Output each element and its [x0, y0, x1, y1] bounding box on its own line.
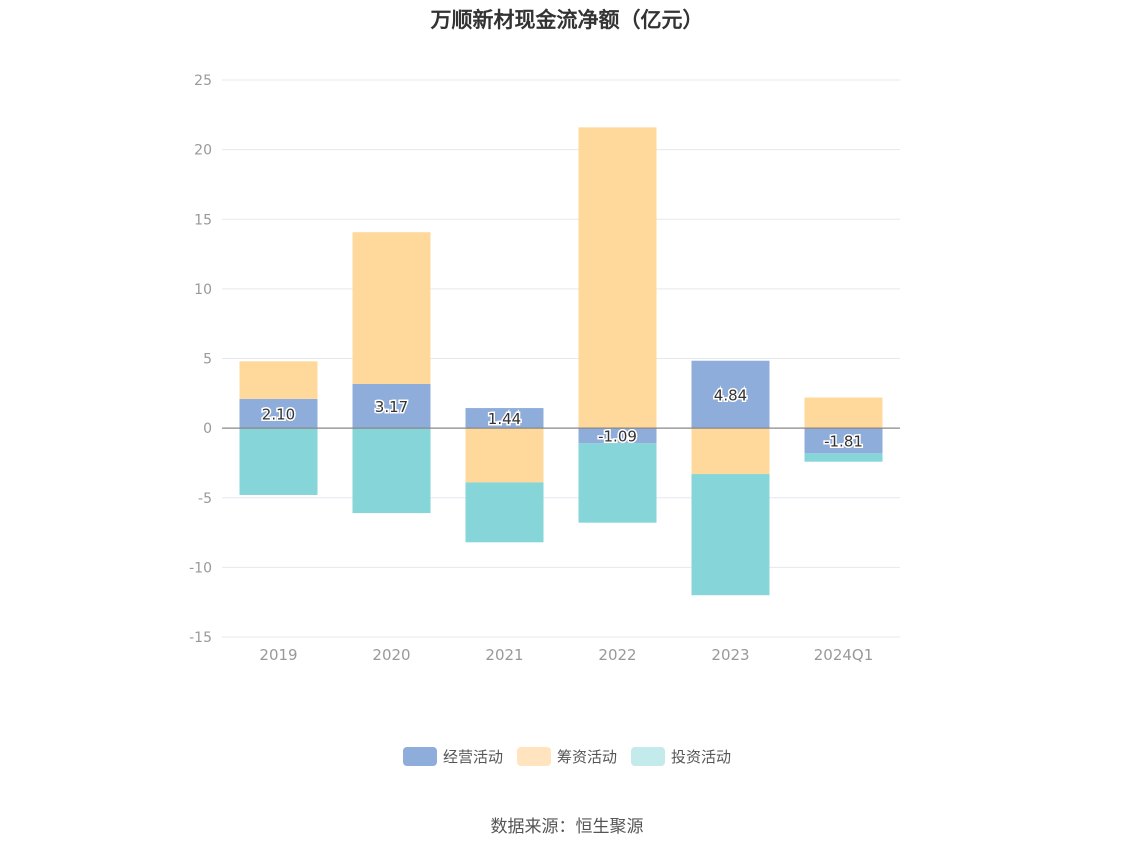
y-tick-label: 25 — [194, 73, 212, 89]
y-tick-label: 15 — [194, 212, 212, 228]
y-tick-label: -5 — [198, 491, 212, 507]
bar-financing — [804, 397, 883, 429]
bar-financing — [465, 428, 544, 483]
bar-investing — [804, 453, 883, 462]
x-tick-label: 2023 — [711, 646, 749, 664]
bar-operating — [578, 428, 657, 444]
data-label: -1.81 — [824, 433, 863, 451]
bar-operating — [804, 428, 883, 454]
bar-operating — [239, 398, 318, 429]
y-tick-label: 0 — [203, 421, 212, 437]
y-tick-label: -15 — [189, 630, 212, 646]
x-tick-label: 2021 — [485, 646, 523, 664]
bar-operating — [691, 360, 770, 429]
bar-financing — [239, 361, 318, 399]
legend-item-operating[interactable]: 经营活动 — [402, 746, 503, 767]
x-tick-label: 2020 — [372, 646, 410, 664]
bar-investing — [239, 428, 318, 495]
legend-item-financing[interactable]: 筹资活动 — [516, 746, 617, 767]
legend-label-operating: 经营活动 — [442, 748, 503, 766]
bar-operating — [465, 408, 544, 429]
data-label: 2.10 — [262, 406, 295, 424]
data-label: 3.17 — [375, 398, 408, 416]
legend-item-investing[interactable]: 投资活动 — [631, 746, 731, 767]
legend-swatch-investing — [631, 747, 665, 766]
legend-swatch-operating — [402, 747, 437, 766]
source-note: 数据来源：恒生聚源 — [490, 817, 644, 837]
chart-title: 万顺新材现金流净额（亿元） — [430, 8, 704, 32]
legend-label-investing: 投资活动 — [671, 748, 732, 766]
data-label: 1.44 — [488, 410, 521, 428]
y-tick-label: 10 — [194, 282, 212, 298]
y-tick-label: -10 — [189, 560, 212, 576]
bar-financing — [691, 428, 770, 475]
x-tick-label: 2019 — [259, 646, 297, 664]
legend-label-financing: 筹资活动 — [556, 748, 617, 766]
y-tick-label: 5 — [203, 352, 212, 368]
bar-operating — [352, 383, 431, 429]
data-label: 4.84 — [714, 386, 747, 404]
bar-financing — [352, 232, 431, 384]
chart-legend: 经营活动 筹资活动 投资活动 — [0, 746, 1134, 767]
data-label: -1.09 — [598, 428, 637, 446]
bar-investing — [691, 474, 770, 596]
y-tick-label: 20 — [194, 143, 212, 159]
bar-investing — [578, 443, 657, 523]
x-tick-label: 2022 — [598, 646, 636, 664]
chart-plot: 2.10 3.17 1.44 -1.09 4.84 -1.81 -15 -10 -5 0 5 10 1… — [189, 73, 900, 664]
bar-investing — [465, 482, 544, 543]
legend-swatch-financing — [516, 747, 551, 766]
x-tick-label: 2024Q1 — [814, 646, 874, 664]
bar-financing — [578, 127, 657, 429]
bar-investing — [352, 428, 431, 514]
